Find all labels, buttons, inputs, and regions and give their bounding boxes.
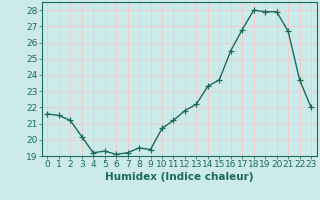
X-axis label: Humidex (Indice chaleur): Humidex (Indice chaleur)	[105, 172, 253, 182]
